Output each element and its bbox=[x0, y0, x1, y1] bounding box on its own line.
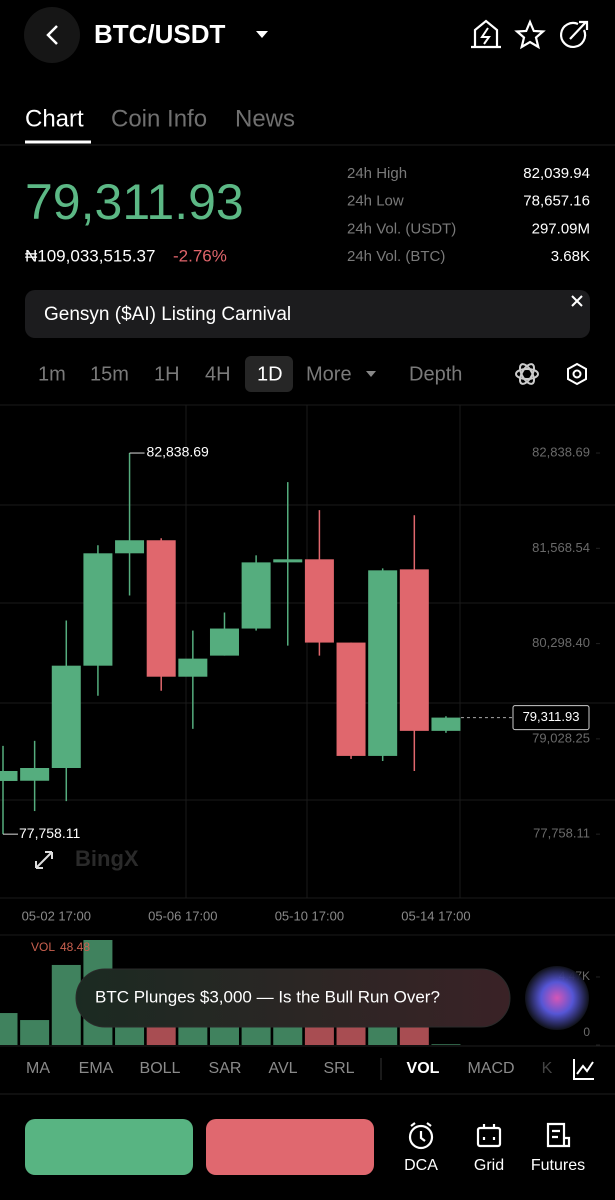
stat-label: 24h Vol. (USDT) bbox=[347, 220, 456, 237]
volume-bar bbox=[20, 1020, 50, 1045]
candle-body bbox=[115, 540, 145, 554]
candle-body bbox=[51, 665, 81, 768]
interval[interactable]: 15m bbox=[90, 363, 129, 385]
fiat-price: ₦109,033,515.37 bbox=[25, 246, 155, 265]
indicator-tab[interactable]: EMA bbox=[79, 1060, 114, 1077]
candle-body bbox=[368, 570, 398, 756]
candle-body bbox=[209, 628, 239, 656]
alert-icon[interactable] bbox=[471, 19, 501, 49]
candle-body bbox=[273, 559, 303, 563]
symbol-dropdown[interactable] bbox=[256, 31, 268, 38]
candle-body bbox=[178, 658, 208, 677]
interval[interactable]: 1D bbox=[257, 363, 283, 385]
tool-label[interactable]: DCA bbox=[404, 1157, 438, 1174]
candle-body bbox=[0, 770, 18, 781]
indicator-tab[interactable]: MACD bbox=[467, 1060, 514, 1077]
last-price: 79,311.93 bbox=[25, 174, 244, 230]
interval[interactable]: More bbox=[306, 363, 352, 385]
tool-label[interactable]: Grid bbox=[474, 1157, 504, 1174]
indicator-tab[interactable]: SRL bbox=[323, 1060, 354, 1077]
x-tick-label: 05-02 17:00 bbox=[22, 908, 91, 923]
volume-current: 48.48 bbox=[60, 940, 90, 954]
toast[interactable] bbox=[75, 968, 511, 1028]
stat-value: 78,657.16 bbox=[523, 193, 590, 210]
share-icon[interactable] bbox=[560, 21, 587, 48]
last-price-box bbox=[512, 705, 590, 731]
interval[interactable]: 1H bbox=[154, 363, 180, 385]
stat-value: 3.68K bbox=[551, 248, 590, 265]
low-label: 77,758.11 bbox=[19, 825, 80, 841]
interval[interactable]: Depth bbox=[409, 363, 462, 385]
back-button[interactable] bbox=[24, 7, 80, 63]
y-tick-label: 82,838.69 bbox=[532, 444, 590, 459]
candle-body bbox=[20, 767, 50, 781]
share-arrow bbox=[569, 20, 589, 40]
fullscreen-icon[interactable] bbox=[35, 851, 53, 869]
favorite-icon[interactable] bbox=[514, 19, 546, 50]
grid-icon[interactable] bbox=[476, 1124, 502, 1148]
price-change: -2.76% bbox=[173, 246, 227, 265]
sell-button[interactable] bbox=[206, 1119, 374, 1175]
candle-body bbox=[399, 569, 429, 731]
x-tick-label: 05-06 17:00 bbox=[148, 908, 217, 923]
futures-icon[interactable] bbox=[546, 1122, 571, 1148]
banner-text: Gensyn ($AI) Listing Carnival bbox=[44, 304, 291, 325]
indicator-icon[interactable] bbox=[515, 362, 539, 386]
indicator-tab[interactable]: BOLL bbox=[140, 1060, 181, 1077]
alert-bolt bbox=[480, 27, 491, 45]
toast-text: BTC Plunges $3,000 — Is the Bull Run Ove… bbox=[95, 987, 440, 1006]
stat-label: 24h High bbox=[347, 165, 407, 182]
stat-value: 82,039.94 bbox=[523, 165, 590, 182]
x-tick-label: 05-14 17:00 bbox=[401, 908, 470, 923]
y-tick-label: 81,568.54 bbox=[532, 540, 590, 555]
volume-bar bbox=[51, 964, 81, 1045]
volume-tick-label: 0 bbox=[583, 1025, 590, 1039]
candle-body bbox=[241, 562, 271, 629]
indicator-tab[interactable]: K bbox=[542, 1060, 553, 1077]
candle-body bbox=[336, 642, 366, 756]
chart-type-icon[interactable] bbox=[573, 1059, 594, 1080]
stat-label: 24h Vol. (BTC) bbox=[347, 248, 445, 265]
candle-body bbox=[83, 553, 113, 666]
indicator-tab[interactable]: SAR bbox=[209, 1060, 242, 1077]
settings-icon[interactable] bbox=[567, 362, 587, 386]
assistant-avatar[interactable] bbox=[525, 966, 589, 1030]
indicator-tab[interactable]: AVL bbox=[268, 1060, 297, 1077]
tab[interactable]: Chart bbox=[25, 105, 84, 132]
interval[interactable]: 1m bbox=[38, 363, 66, 385]
y-tick-label: 79,028.25 bbox=[532, 730, 590, 745]
volume-bar bbox=[0, 1013, 18, 1045]
symbol[interactable]: BTC/USDT bbox=[94, 19, 226, 49]
stat-value: 297.09M bbox=[532, 220, 590, 237]
tab[interactable]: Coin Info bbox=[111, 105, 207, 132]
dca-icon[interactable] bbox=[408, 1122, 434, 1150]
tool-label[interactable]: Futures bbox=[531, 1157, 585, 1174]
more-dropdown[interactable] bbox=[366, 371, 376, 377]
interval-selected bbox=[245, 356, 293, 392]
candle-body bbox=[431, 717, 461, 731]
interval[interactable]: 4H bbox=[205, 363, 231, 385]
candle-body bbox=[146, 540, 176, 677]
stat-label: 24h Low bbox=[347, 193, 404, 210]
x-tick-label: 05-10 17:00 bbox=[275, 908, 344, 923]
banner-close[interactable] bbox=[571, 295, 583, 307]
back-icon bbox=[46, 25, 58, 45]
high-label: 82,838.69 bbox=[147, 444, 209, 460]
y-tick-label: 77,758.11 bbox=[533, 826, 590, 841]
banner[interactable] bbox=[25, 290, 590, 338]
tab[interactable]: News bbox=[235, 105, 295, 132]
indicator-tab[interactable]: VOL bbox=[407, 1060, 440, 1077]
indicator-tab[interactable]: MA bbox=[26, 1060, 50, 1077]
volume-label: VOL bbox=[31, 940, 55, 954]
candle-body bbox=[304, 559, 334, 643]
last-price-label: 79,311.93 bbox=[523, 709, 580, 724]
watermark: BingX bbox=[75, 846, 139, 871]
volume-bar bbox=[431, 1044, 461, 1045]
y-tick-label: 80,298.40 bbox=[532, 635, 590, 650]
buy-button[interactable] bbox=[25, 1119, 193, 1175]
